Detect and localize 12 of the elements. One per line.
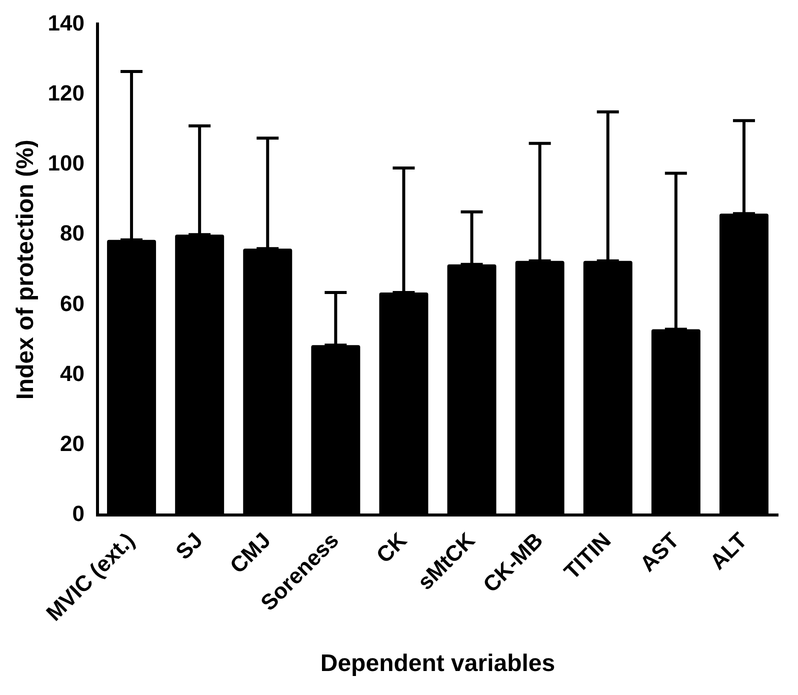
x-axis-title: Dependent variables (320, 650, 556, 678)
y-tick-label: 140 (48, 10, 85, 36)
y-axis-title: Index of protection (%) (12, 140, 40, 400)
y-tick-label: 60 (60, 290, 85, 316)
y-tick-label: 40 (60, 360, 85, 386)
x-tick-label: CK (371, 528, 412, 568)
y-tick-label: 80 (60, 220, 85, 246)
y-tick-label: 0 (72, 501, 85, 526)
y-tick-label: 20 (60, 431, 85, 456)
x-tick-label: SJ (170, 528, 208, 564)
y-tick-label: 120 (48, 80, 85, 106)
y-tick-label: 100 (48, 150, 85, 176)
